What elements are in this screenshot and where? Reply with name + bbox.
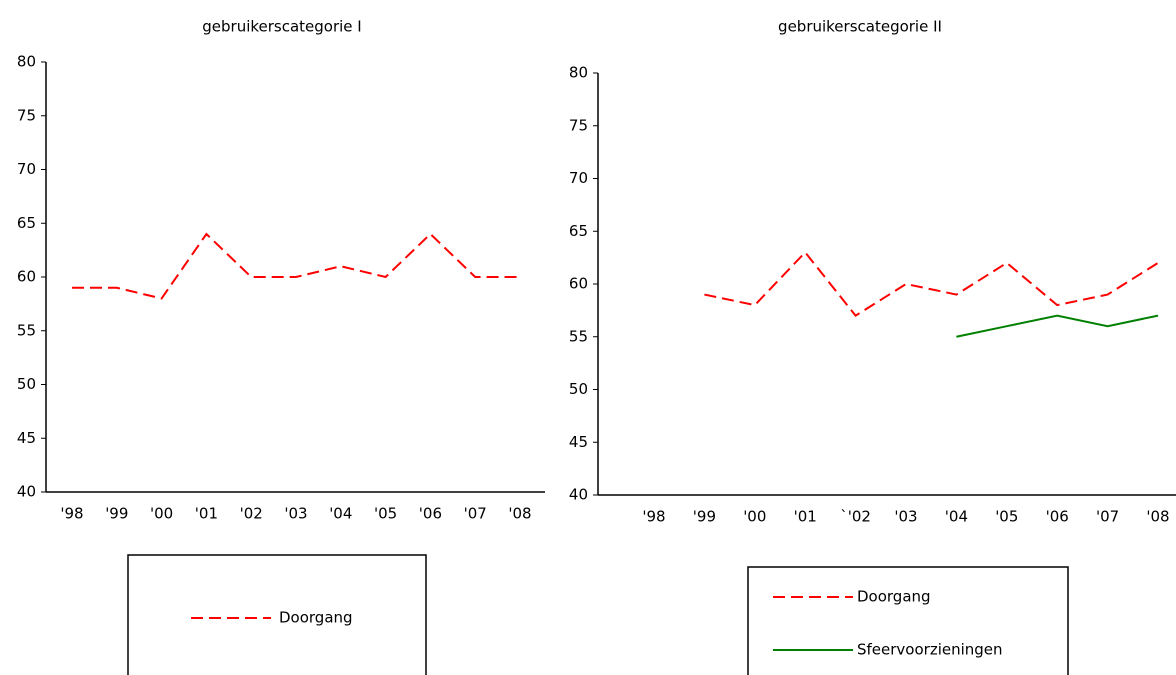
x-tick-label: '00	[150, 505, 173, 523]
legend-box	[747, 566, 1069, 675]
x-tick-label: '04	[329, 505, 352, 523]
x-tick-label: '08	[1146, 508, 1169, 526]
x-tick-label: '07	[464, 505, 487, 523]
y-tick-label: 60	[569, 275, 588, 293]
y-tick-label: 40	[17, 483, 36, 501]
x-tick-label: '99	[105, 505, 128, 523]
legend-label: Doorgang	[279, 609, 353, 627]
y-tick-label: 50	[569, 380, 588, 398]
y-tick-label: 80	[569, 64, 588, 82]
x-tick-label: '99	[693, 508, 716, 526]
y-tick-label: 55	[569, 327, 588, 345]
series-line	[956, 314, 1159, 338]
y-tick-label: 60	[17, 268, 36, 286]
x-tick-label: '05	[374, 505, 397, 523]
y-tick-label: 40	[569, 486, 588, 504]
x-tick-label: `'02	[840, 508, 871, 526]
x-tick-label: '05	[995, 508, 1018, 526]
y-tick-label: 45	[17, 429, 36, 447]
x-tick-label: '01	[195, 505, 218, 523]
legend-box	[127, 554, 427, 675]
legend-label: Sfeervoorzieningen	[857, 641, 1003, 659]
y-tick-label: 70	[17, 160, 36, 178]
x-tick-label: '03	[284, 505, 307, 523]
series-line	[704, 250, 1159, 317]
chart-title: gebruikerscategorie II	[778, 18, 942, 36]
y-tick-label: 50	[17, 375, 36, 393]
x-tick-label: '03	[894, 508, 917, 526]
y-tick-label: 75	[569, 116, 588, 134]
chart-title: gebruikerscategorie I	[202, 18, 361, 36]
y-tick-label: 80	[17, 53, 36, 71]
y-tick-label: 75	[17, 106, 36, 124]
y-tick-label: 65	[17, 214, 36, 232]
x-tick-label: '98	[60, 505, 83, 523]
x-tick-label: '02	[240, 505, 263, 523]
y-tick-label: 70	[569, 169, 588, 187]
x-tick-label: '01	[794, 508, 817, 526]
legend-label: Doorgang	[857, 588, 931, 606]
x-tick-label: '08	[508, 505, 531, 523]
x-tick-label: '06	[419, 505, 442, 523]
x-tick-label: '06	[1046, 508, 1069, 526]
x-tick-label: '00	[743, 508, 766, 526]
series-line	[72, 232, 520, 300]
x-tick-label: '98	[642, 508, 665, 526]
x-tick-label: '07	[1096, 508, 1119, 526]
x-tick-label: '04	[945, 508, 968, 526]
y-tick-label: 65	[569, 222, 588, 240]
y-tick-label: 55	[17, 321, 36, 339]
y-tick-label: 45	[569, 433, 588, 451]
